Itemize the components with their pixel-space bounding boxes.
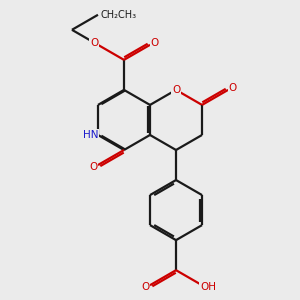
Text: O: O — [90, 38, 98, 48]
Text: O: O — [141, 282, 150, 292]
Text: O: O — [172, 85, 180, 95]
Text: HN: HN — [83, 130, 98, 140]
Text: O: O — [89, 161, 98, 172]
Text: CH₂CH₃: CH₂CH₃ — [101, 10, 137, 20]
Text: O: O — [150, 38, 159, 48]
Text: O: O — [228, 83, 237, 93]
Text: OH: OH — [200, 282, 216, 292]
